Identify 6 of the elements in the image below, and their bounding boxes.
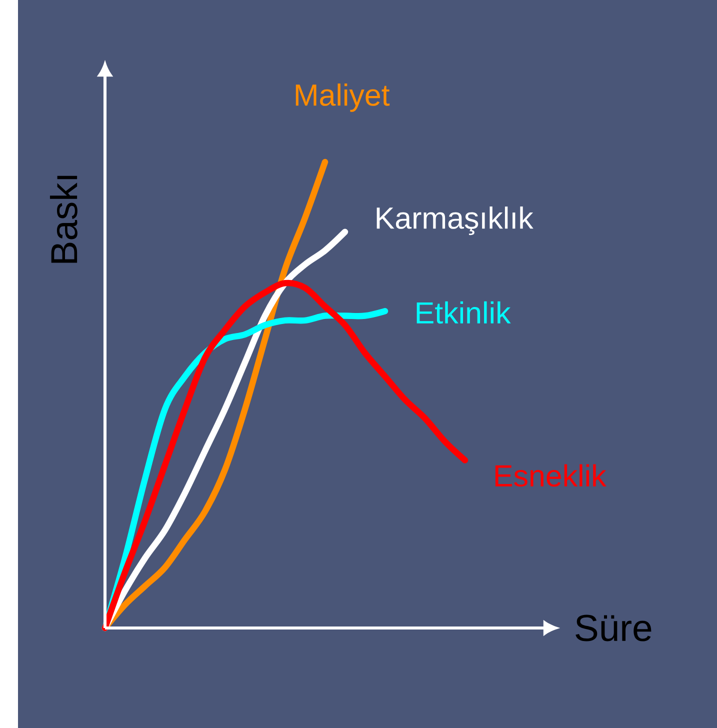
- x-axis-title: Süre: [576, 614, 652, 642]
- series-label: Etkinlik: [416, 301, 511, 324]
- series-label: Maliyet: [296, 84, 390, 112]
- series-label: Karmaşıklık: [376, 206, 534, 236]
- y-axis-title: Baskı: [50, 176, 78, 263]
- series-label: Esneklik: [495, 464, 606, 487]
